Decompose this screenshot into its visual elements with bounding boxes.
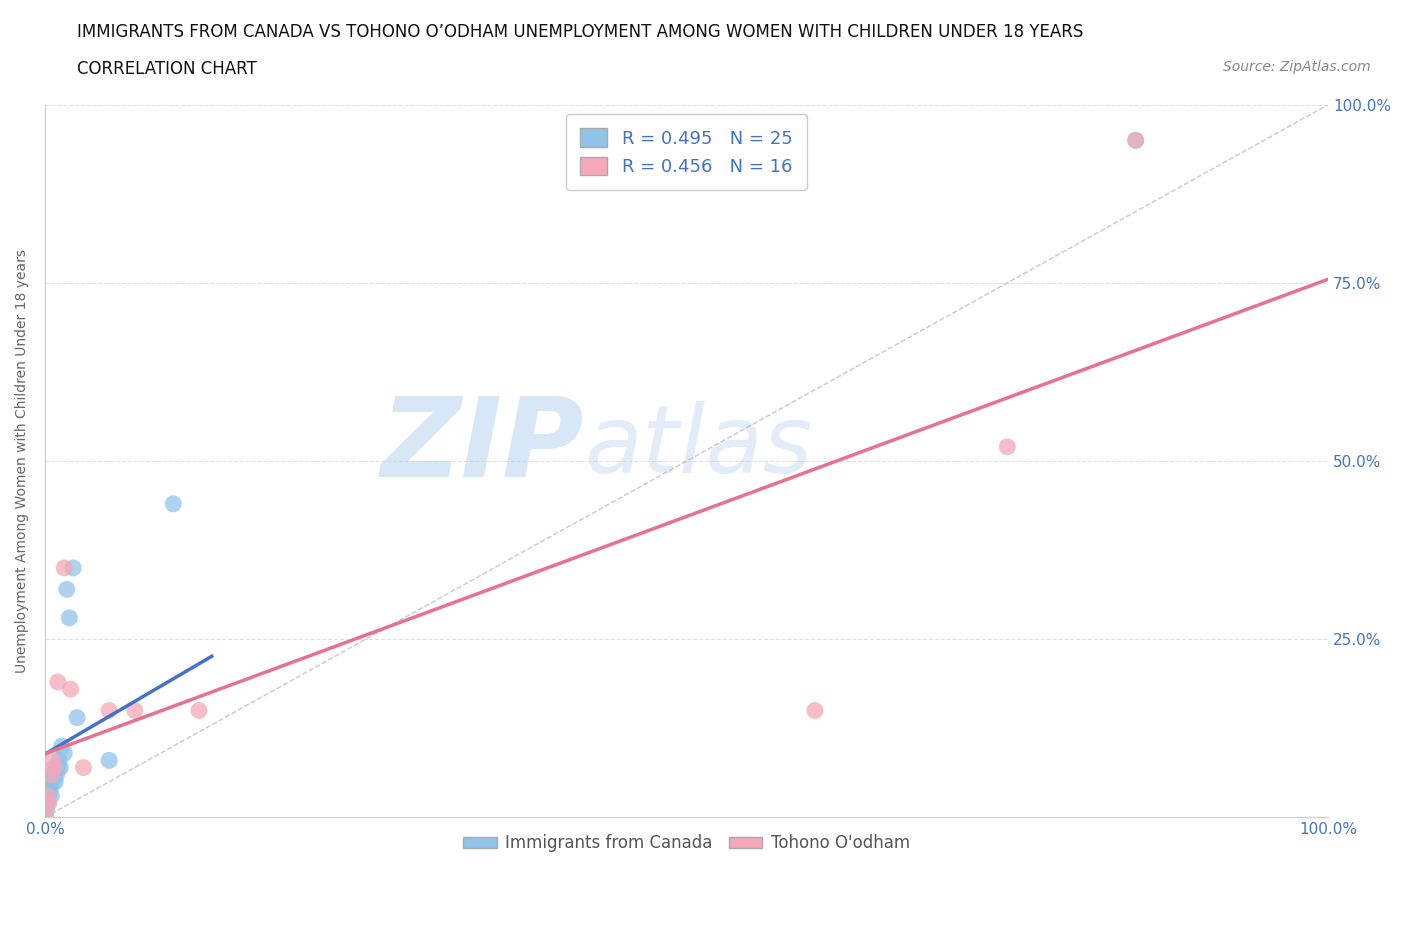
Point — [59, 682, 82, 697]
Point — [35, 803, 58, 817]
Point — [66, 711, 89, 725]
Point — [41, 753, 63, 768]
Point — [804, 703, 827, 718]
Point — [41, 767, 63, 782]
Point — [48, 753, 70, 768]
Point — [44, 775, 66, 790]
Point — [56, 582, 79, 597]
Point — [124, 703, 146, 718]
Point — [53, 561, 76, 576]
Point — [42, 760, 65, 775]
Point — [35, 796, 58, 811]
Point — [42, 767, 65, 782]
Point — [72, 760, 94, 775]
Point — [37, 796, 59, 811]
Point — [41, 775, 63, 790]
Point — [995, 439, 1018, 454]
Y-axis label: Unemployment Among Women with Children Under 18 years: Unemployment Among Women with Children U… — [15, 249, 30, 673]
Point — [58, 610, 80, 625]
Point — [39, 781, 62, 796]
Text: CORRELATION CHART: CORRELATION CHART — [77, 60, 257, 78]
Point — [38, 789, 60, 804]
Point — [37, 789, 59, 804]
Point — [62, 561, 84, 576]
Point — [1125, 133, 1147, 148]
Point — [46, 674, 69, 689]
Text: ZIP: ZIP — [381, 393, 583, 500]
Text: Source: ZipAtlas.com: Source: ZipAtlas.com — [1223, 60, 1371, 74]
Point — [45, 767, 67, 782]
Point — [98, 703, 121, 718]
Text: atlas: atlas — [583, 402, 813, 492]
Point — [41, 767, 63, 782]
Point — [51, 738, 73, 753]
Point — [188, 703, 211, 718]
Point — [1125, 133, 1147, 148]
Point — [98, 753, 121, 768]
Point — [162, 497, 184, 512]
Point — [38, 775, 60, 790]
Legend: Immigrants from Canada, Tohono O'odham: Immigrants from Canada, Tohono O'odham — [457, 828, 917, 859]
Point — [41, 789, 63, 804]
Point — [38, 796, 60, 811]
Point — [49, 760, 72, 775]
Point — [37, 781, 59, 796]
Point — [46, 760, 69, 775]
Point — [53, 746, 76, 761]
Point — [35, 810, 58, 825]
Text: IMMIGRANTS FROM CANADA VS TOHONO O’ODHAM UNEMPLOYMENT AMONG WOMEN WITH CHILDREN : IMMIGRANTS FROM CANADA VS TOHONO O’ODHAM… — [77, 23, 1084, 41]
